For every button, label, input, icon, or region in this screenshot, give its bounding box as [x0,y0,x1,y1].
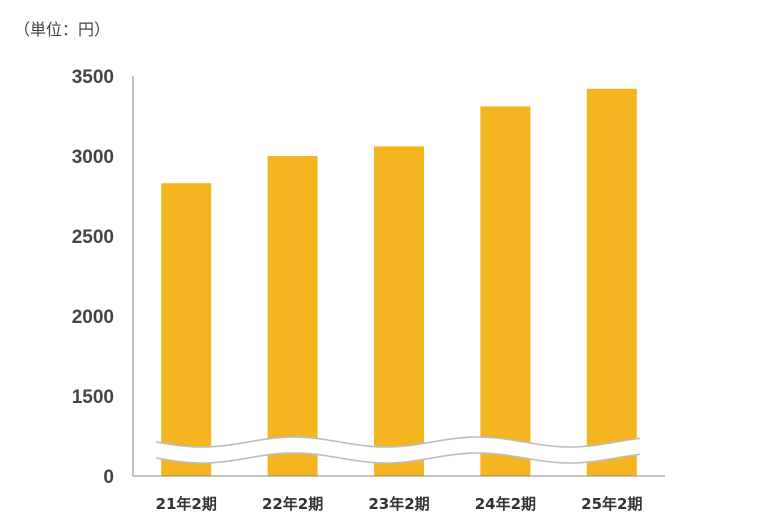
bars-group [161,88,637,477]
x-tick-label: 24年2期 [475,495,536,513]
bar-1 [161,183,212,476]
axes-group [132,76,665,477]
x-tick-label: 21年2期 [156,495,217,513]
x-tick-labels: 21年2期 22年2期 23年2期 24年2期 25年2期 [156,495,643,513]
x-tick-label: 22年2期 [262,495,323,513]
y-tick-label: 1500 [72,387,114,408]
y-tick-labels: 0 1500 2000 2500 3000 3500 [72,67,114,488]
y-tick-label: 2000 [72,307,114,328]
axis-break-group [155,436,641,464]
bar-2 [267,156,318,476]
y-tick-label: 0 [103,467,114,488]
bar-3 [374,146,424,476]
axis-break-line-upper [155,436,641,448]
bar-4 [480,106,531,477]
y-tick-label: 2500 [72,227,114,248]
bar-5 [586,88,637,477]
y-tick-label: 3500 [72,67,114,88]
x-tick-label: 23年2期 [368,495,429,513]
axis-break-line-lower [155,452,641,464]
x-tick-label: 25年2期 [581,495,642,513]
y-tick-label: 3000 [72,147,114,168]
unit-label: （単位：円） [14,20,111,39]
